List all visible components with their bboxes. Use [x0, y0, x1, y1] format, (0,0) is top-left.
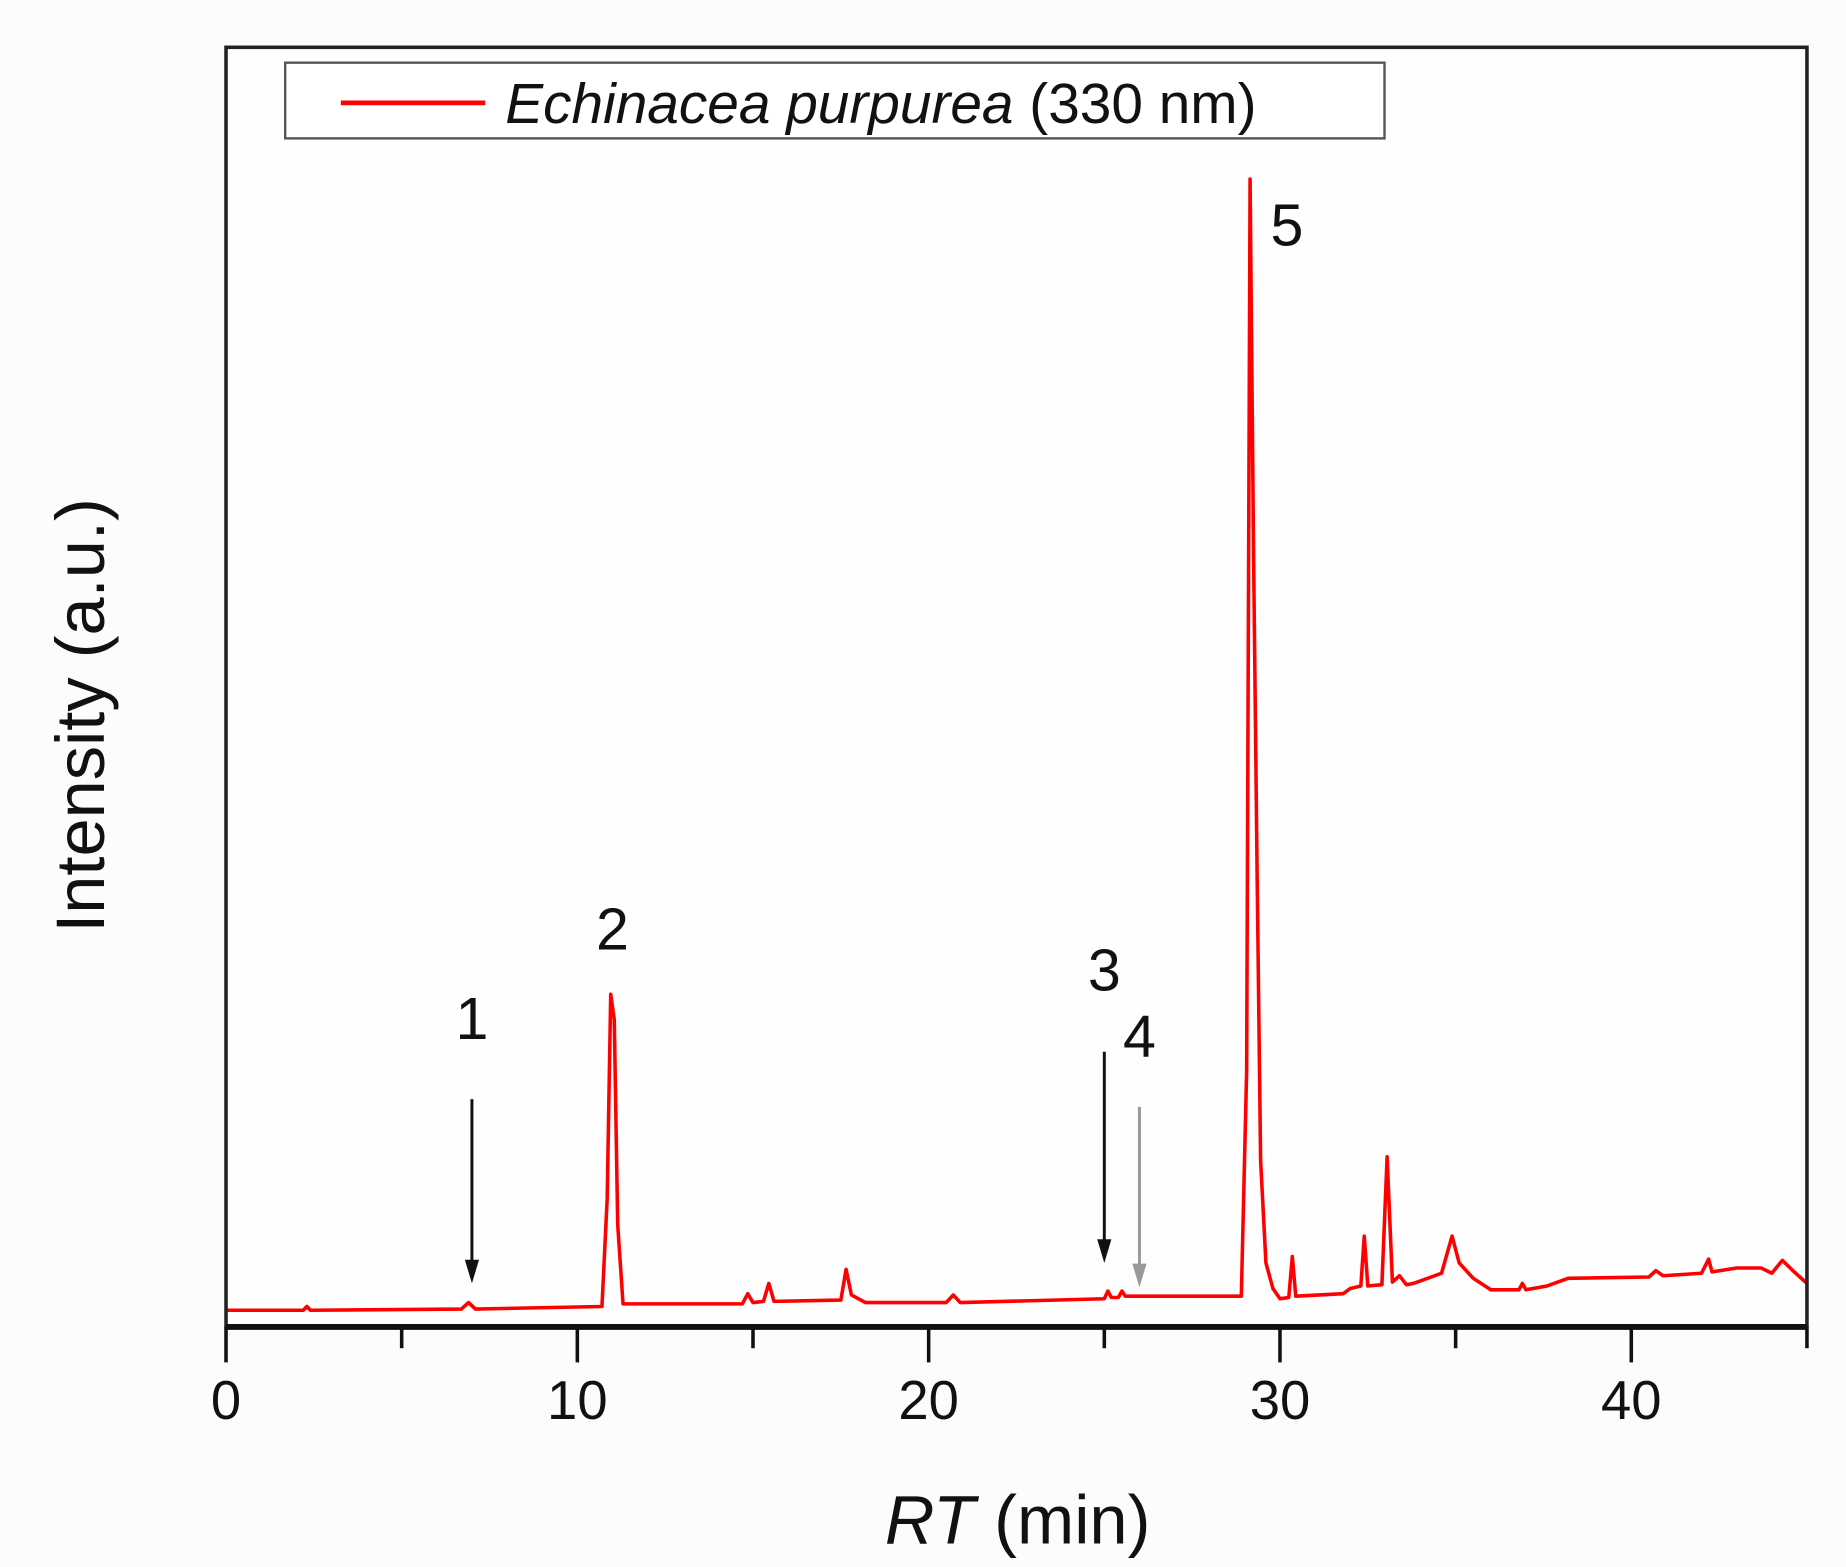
- x-tick-label: 40: [1601, 1370, 1662, 1431]
- y-axis-title: Intensity (a.u.): [42, 498, 119, 933]
- x-tick-label: 0: [211, 1370, 241, 1431]
- legend-label: Echinacea purpurea (330 nm): [505, 73, 1256, 136]
- x-tick-label: 30: [1250, 1370, 1311, 1431]
- marks-layer: [226, 177, 1809, 1313]
- x-tick-label: 10: [547, 1370, 608, 1431]
- arrowhead-icon: [1132, 1263, 1147, 1288]
- x-axis-title-unit: (min): [975, 1481, 1150, 1558]
- series-line: [226, 177, 1809, 1313]
- legend: Echinacea purpurea (330 nm): [284, 61, 1386, 140]
- x-axis-ticks: [224, 1326, 1809, 1363]
- plot-area: [226, 47, 1807, 1327]
- peak-label-2: 2: [596, 895, 629, 962]
- peak-label-3: 3: [1088, 936, 1121, 1003]
- legend-label-rest: (330 nm): [1014, 73, 1257, 136]
- x-axis-title-italic: RT: [885, 1481, 979, 1558]
- x-tick-label: 20: [898, 1370, 959, 1431]
- legend-label-italic: Echinacea purpurea: [505, 73, 1013, 136]
- arrowhead-icon: [1097, 1239, 1112, 1263]
- peak-annotations: 1 2 3 4 5: [455, 192, 1303, 1288]
- peak-label-1: 1: [455, 985, 488, 1052]
- x-axis-title: RT (min): [885, 1481, 1151, 1558]
- arrowhead-icon: [464, 1259, 480, 1284]
- peak-label-5: 5: [1271, 192, 1304, 259]
- x-axis-tick-labels: 0 10 20 30 40: [211, 1370, 1662, 1431]
- peak-label-4: 4: [1123, 1003, 1156, 1070]
